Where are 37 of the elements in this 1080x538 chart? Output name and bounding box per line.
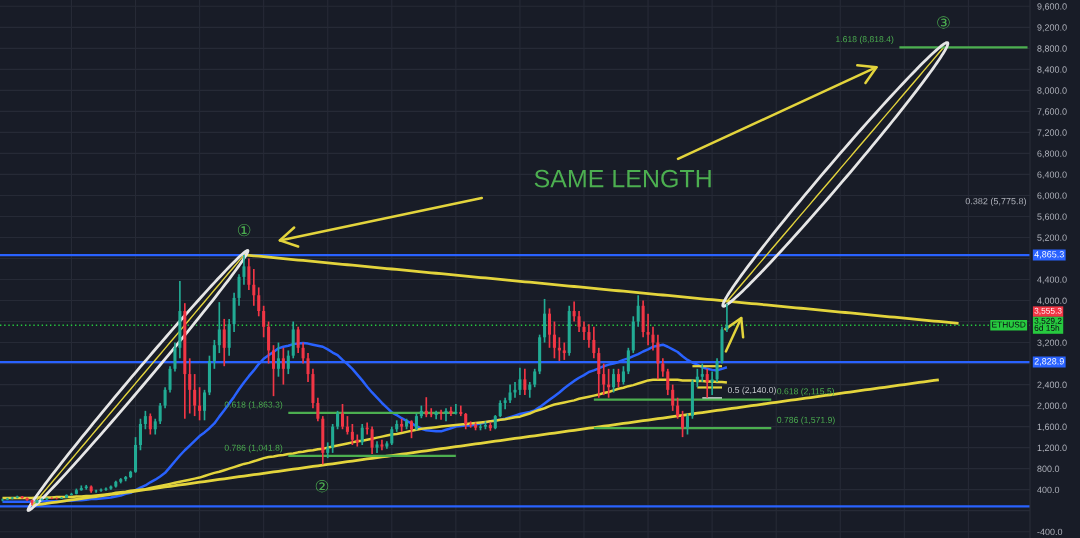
y-tick-label: 400.0 bbox=[1037, 486, 1060, 494]
y-tick-label: 6,000.0 bbox=[1037, 192, 1067, 200]
annotation: 0.382 (5,775.8) bbox=[965, 197, 1026, 207]
y-tick-label: 4,000.0 bbox=[1037, 297, 1067, 305]
y-tick-label: -400.0 bbox=[1037, 528, 1063, 536]
y-tick-label: 2,000.0 bbox=[1037, 402, 1067, 411]
y-tick-label: 6,800.0 bbox=[1037, 150, 1067, 158]
y-tick-label: 1,200.0 bbox=[1037, 444, 1067, 453]
ref-line-label: 3,529.2 6d 15h bbox=[1034, 317, 1062, 331]
y-tick-label: 6,400.0 bbox=[1037, 171, 1067, 179]
y-tick-label: 4,400.0 bbox=[1037, 276, 1067, 284]
series-label: 0.618 (2,115.5) bbox=[777, 388, 835, 397]
series-label: 0.5 (2,140.0) bbox=[727, 386, 776, 395]
annotation: SAME LENGTH bbox=[534, 169, 711, 188]
annotation: ETHUSD bbox=[992, 321, 1026, 328]
annotation: ② bbox=[315, 479, 329, 493]
ref-line-label: 2,828.9 bbox=[1034, 358, 1064, 366]
y-tick-label: 9,200.0 bbox=[1037, 24, 1067, 32]
y-tick-label: 1,600.0 bbox=[1037, 423, 1067, 432]
text: 3,555.3 bbox=[1034, 307, 1062, 315]
y-tick-label: 7,600.0 bbox=[1037, 108, 1067, 116]
y-tick-label: 5,600.0 bbox=[1037, 213, 1067, 221]
y-tick-label: 9,600.0 bbox=[1037, 3, 1067, 11]
series-label: 0.786 (1,041.8) bbox=[224, 444, 283, 453]
y-tick-label: 2,400.0 bbox=[1037, 381, 1067, 390]
y-tick-label: 800.0 bbox=[1037, 465, 1060, 473]
y-tick-label: 8,400.0 bbox=[1037, 66, 1067, 74]
y-tick-label: 8,800.0 bbox=[1037, 45, 1067, 53]
series-label: 0.786 (1,571.9) bbox=[777, 416, 835, 425]
y-tick-label: 7,200.0 bbox=[1037, 129, 1067, 137]
y-tick-label: 8,000.0 bbox=[1037, 87, 1067, 95]
ref-line-label: 4,865.3 bbox=[1034, 251, 1064, 259]
y-tick-label: 3,200.0 bbox=[1037, 339, 1067, 347]
annotation: ① bbox=[237, 223, 251, 237]
y-tick-label: 5,200.0 bbox=[1037, 234, 1067, 242]
annotation: ③ bbox=[937, 16, 950, 29]
series-label: 1.618 (8,818.4) bbox=[836, 35, 894, 44]
